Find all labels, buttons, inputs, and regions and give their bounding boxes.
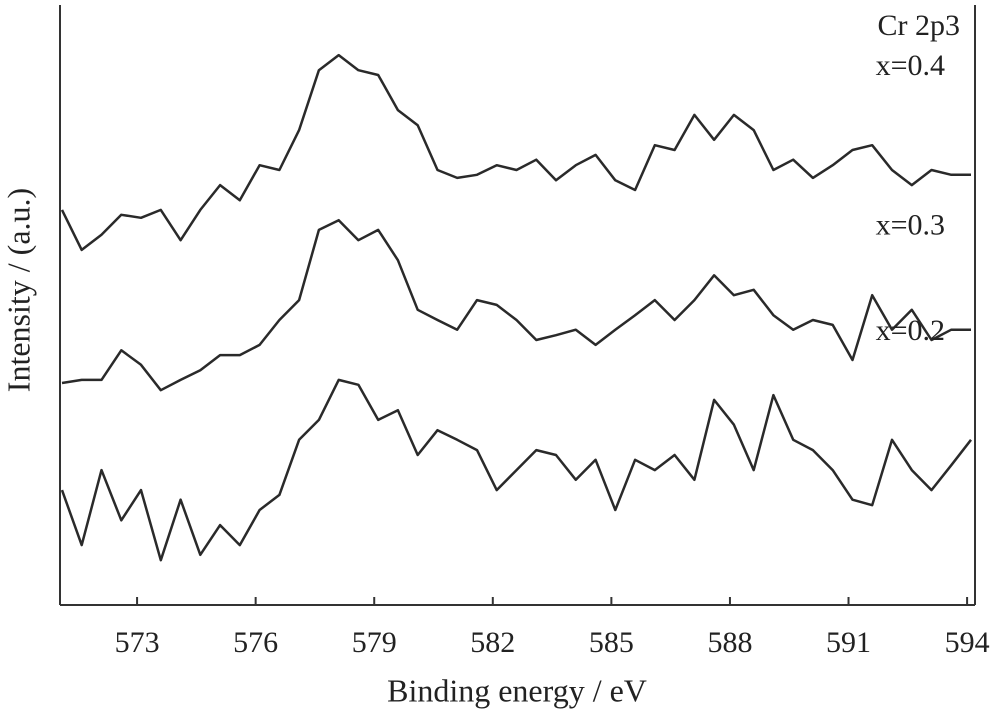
x-tick-label: 579 — [352, 626, 397, 659]
y-axis-title: Intensity / (a.u.) — [0, 188, 36, 392]
legend-label: x=0.4 — [876, 49, 945, 82]
legend-label: x=0.3 — [876, 209, 945, 242]
series-line — [60, 378, 972, 562]
x-axis-title: Binding energy / eV — [387, 672, 647, 708]
x-tick-label: 585 — [589, 626, 634, 659]
series-line — [60, 53, 971, 252]
x-tick-label: 588 — [707, 626, 752, 659]
x-tick-label: 576 — [233, 626, 278, 659]
x-tick-label: 582 — [470, 626, 515, 659]
x-tick-label: 594 — [945, 626, 990, 659]
series-line — [61, 218, 971, 392]
x-tick-label: 591 — [826, 626, 871, 659]
x-tick-label: 573 — [115, 626, 160, 659]
legend-label: x=0.2 — [876, 314, 945, 347]
annotation: Cr 2p3 — [878, 9, 961, 42]
